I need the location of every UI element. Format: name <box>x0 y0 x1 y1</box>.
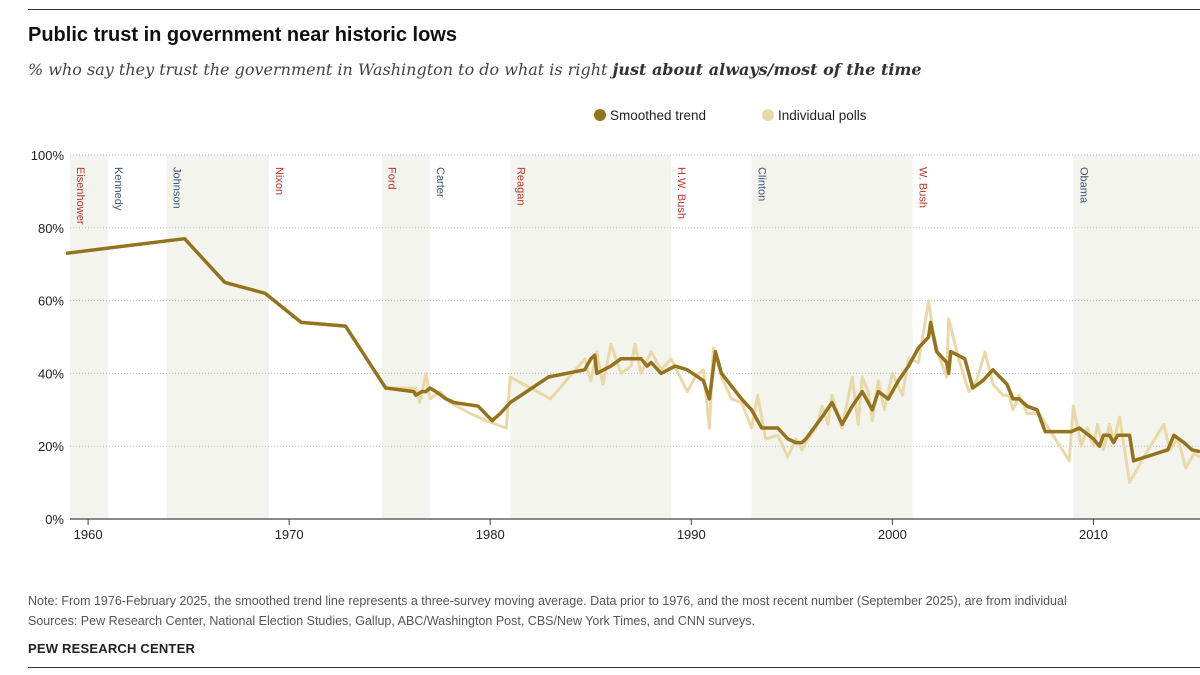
president-label: Clinton <box>756 167 768 201</box>
president-label: Reagan <box>514 167 526 206</box>
term-shade-obama <box>1073 155 1200 519</box>
legend-smoothed-label: Smoothed trend <box>610 108 706 123</box>
y-tick-label: 80% <box>38 221 64 236</box>
legend-polls-label: Individual polls <box>778 108 867 123</box>
legend-smoothed-marker <box>594 109 606 121</box>
x-tick-label: 1980 <box>476 527 505 542</box>
president-label: Ford <box>386 167 398 190</box>
y-tick-label: 20% <box>38 439 64 454</box>
top-rule <box>28 9 1200 10</box>
x-tick-label: 2000 <box>878 527 907 542</box>
president-label: Eisenhower <box>74 167 86 225</box>
president-label: Kennedy <box>112 167 124 211</box>
term-shade-ford <box>381 155 430 519</box>
individual-polls-line <box>65 237 1200 485</box>
president-label: H.W. Bush <box>675 167 687 219</box>
sources-text: Sources: Pew Research Center, National E… <box>28 614 755 628</box>
president-label: Nixon <box>273 167 285 195</box>
term-shade-reagan <box>510 155 672 519</box>
trust-chart: 0% 20% 40% 60% 80% 100% Eisenhower Kennedy Johns… <box>31 108 1200 542</box>
chart-title: Public trust in government near historic… <box>28 24 457 46</box>
y-tick-label: 40% <box>38 366 64 381</box>
term-shade-eisenhower <box>70 155 109 519</box>
y-tick-label: 60% <box>38 294 64 309</box>
y-tick-label: 0% <box>45 512 64 527</box>
note-text: Note: From 1976-February 2025, the smoot… <box>28 594 1067 608</box>
president-label: Johnson <box>171 167 183 209</box>
x-tick-label: 1970 <box>275 527 304 542</box>
brand-logo: PEW RESEARCH CENTER <box>28 641 196 656</box>
president-label: W. Bush <box>916 167 928 208</box>
legend-polls-marker <box>762 109 774 121</box>
chart-subtitle: % who say they trust the government in W… <box>28 60 922 79</box>
term-shade-johnson <box>166 155 270 519</box>
subtitle-plain: % who say they trust the government in W… <box>28 60 613 79</box>
bottom-rule <box>28 667 1200 668</box>
x-tick-label: 2010 <box>1079 527 1108 542</box>
y-tick-label: 100% <box>31 148 65 163</box>
subtitle-bold: just about always/most of the time <box>612 60 922 79</box>
x-tick-label: 1990 <box>677 527 706 542</box>
x-tick-label: 1960 <box>74 527 103 542</box>
term-shade-clinton <box>751 155 913 519</box>
president-label: Obama <box>1077 167 1089 204</box>
smoothed-trend-line <box>65 236 1200 463</box>
president-label: Carter <box>434 167 446 198</box>
